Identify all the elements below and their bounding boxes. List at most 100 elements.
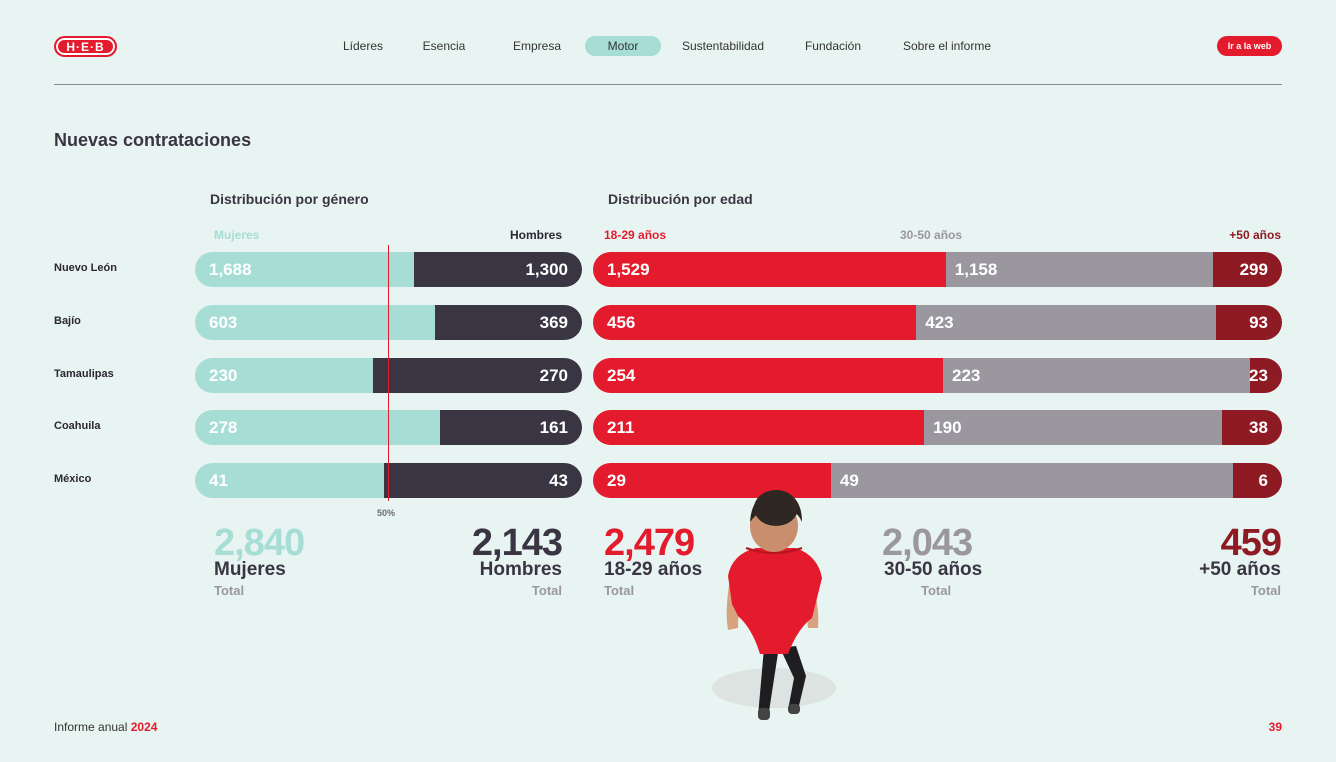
age-chart-title: Distribución por edad [608, 191, 753, 207]
header-divider [54, 84, 1282, 85]
total-hombres-sub: Total [531, 583, 562, 598]
total-18-29-value: 2,479 [604, 522, 695, 564]
footer-report-label: Informe anual 2024 [54, 720, 157, 734]
age-bar-value-label: 423 [925, 313, 954, 332]
gender-bar-value-label: 278 [209, 418, 238, 437]
age-bar-segment: 1,529 [593, 252, 946, 287]
gender-bar-value-label: 230 [209, 366, 238, 385]
total-30-50-sub: Total [921, 583, 952, 598]
age-bar-segment: 1,158 [945, 252, 1213, 287]
total-18-29-sub: Total [604, 583, 635, 598]
legend-30-50: 30-50 años [900, 228, 963, 242]
gender-bar-segment: 41 [195, 463, 384, 498]
total-30-50-label: 30-50 años [884, 559, 983, 580]
nav-item-motor[interactable]: Motor [585, 36, 661, 56]
gender-bar-value-label: 603 [209, 313, 238, 332]
age-bar-value-label: 223 [952, 366, 981, 385]
age-bar-value-label: 211 [607, 418, 635, 437]
age-bar-value-label: 254 [607, 366, 636, 385]
age-bar-segment: 211 [593, 410, 925, 445]
age-bar-value-label: 1,158 [954, 260, 998, 279]
row-label-nuevo-leon: Nuevo León [54, 262, 117, 274]
age-bar-segment: 29 [593, 463, 831, 498]
gender-bar-value-label: 161 [539, 418, 568, 437]
footer-report-text: Informe anual [54, 720, 128, 734]
row-label-coahuila: Coahuila [54, 420, 101, 432]
legend-hombres: Hombres [509, 228, 562, 242]
fifty-percent-line [388, 245, 389, 501]
total-hombres-value: 2,143 [471, 522, 563, 564]
age-bar-row: 211 190 38 [593, 410, 1282, 445]
page-number: 39 [1268, 720, 1282, 734]
gender-bar-row: 230 270 [195, 358, 582, 393]
age-bar-value-label: 190 [933, 418, 962, 437]
logo-text: H·E·B [66, 39, 105, 54]
age-bar-segment: 23 [1249, 358, 1282, 393]
gender-bar-row: 278 161 [195, 410, 582, 445]
gender-bar-value-label: 1,300 [525, 260, 568, 279]
total-mujeres-value: 2,840 [214, 522, 305, 564]
row-label-tamaulipas: Tamaulipas [54, 368, 114, 380]
age-bar-segment: 93 [1216, 305, 1282, 340]
nav-item-empresa[interactable]: Empresa [512, 39, 562, 53]
gender-bar-segment: 43 [383, 463, 582, 498]
age-bar-value-label: 6 [1258, 471, 1268, 490]
gender-bar-value-label: 43 [549, 471, 568, 490]
nav-item-sobre-el-informe[interactable]: Sobre el informe [902, 39, 992, 53]
gender-bar-value-label: 1,688 [209, 260, 252, 279]
gender-bar-value-label: 270 [539, 366, 568, 385]
gender-bar-segment: 278 [195, 410, 441, 445]
fifty-percent-label: 50% [377, 508, 396, 518]
total-hombres-label: Hombres [479, 559, 562, 580]
gender-bar-segment: 1,300 [413, 252, 582, 287]
header: H·E·B Líderes Esencia Empresa Motor Sust… [0, 0, 1336, 86]
visit-web-button[interactable]: Ir a la web [1217, 36, 1282, 56]
nav-item-esencia[interactable]: Esencia [422, 39, 466, 53]
age-bar-value-label: 49 [839, 471, 859, 490]
age-bar-segment: 456 [593, 305, 917, 340]
gender-bar-row: 41 43 [195, 463, 582, 498]
gender-bar-row: 603 369 [195, 305, 582, 340]
total-18-29-label: 18-29 años [604, 559, 703, 580]
gender-chart-title: Distribución por género [210, 191, 369, 207]
age-bar-value-label: 1,529 [607, 260, 650, 279]
age-bar-row: 254 223 23 [593, 358, 1282, 393]
row-label-bajio: Bajío [54, 315, 81, 327]
legend-18-29: 18-29 años [604, 228, 667, 242]
age-bar-value-label: 23 [1249, 366, 1268, 385]
gender-bar-segment: 369 [435, 305, 582, 340]
legend-mujeres: Mujeres [214, 228, 260, 242]
nav-item-lideres[interactable]: Líderes [342, 39, 384, 53]
age-bar-segment: 38 [1222, 410, 1282, 445]
age-bar-segment: 190 [924, 410, 1223, 445]
row-label-mexico: México [54, 473, 92, 485]
main-nav: Líderes Esencia Empresa Motor Sustentabi… [0, 36, 1336, 56]
nav-item-sustentabilidad[interactable]: Sustentabilidad [681, 39, 765, 53]
total-mujeres-label: Mujeres [214, 559, 286, 580]
gender-bar-segment: 270 [373, 358, 582, 393]
gender-bar-value-label: 41 [209, 471, 228, 490]
gender-bar-segment: 603 [195, 305, 436, 340]
page-title: Nuevas contrataciones [54, 130, 252, 150]
age-bar-value-label: 456 [607, 313, 636, 332]
total-50-plus-label: +50 años [1199, 559, 1281, 580]
gender-bar-segment: 1,688 [195, 252, 414, 287]
gender-bar-segment: 230 [195, 358, 374, 393]
age-bar-segment: 6 [1232, 463, 1282, 498]
age-bar-segment: 49 [830, 463, 1233, 498]
total-50-plus-value: 459 [1220, 522, 1282, 564]
age-bar-row: 456 423 93 [593, 305, 1282, 340]
age-bar-value-label: 38 [1249, 418, 1268, 437]
heb-logo[interactable]: H·E·B [54, 36, 117, 57]
nav-item-fundacion[interactable]: Fundación [804, 39, 862, 53]
age-bar-value-label: 93 [1249, 313, 1268, 332]
age-bar-row: 29 49 6 [593, 463, 1282, 498]
footer-year: 2024 [130, 720, 158, 734]
total-30-50-value: 2,043 [882, 522, 973, 564]
employee-photo [712, 490, 836, 720]
legend-50-plus: +50 años [1229, 228, 1281, 242]
gender-bar-value-label: 369 [539, 313, 568, 332]
total-50-plus-sub: Total [1250, 583, 1281, 598]
age-bar-value-label: 299 [1239, 260, 1268, 279]
age-bar-segment: 254 [593, 358, 943, 393]
